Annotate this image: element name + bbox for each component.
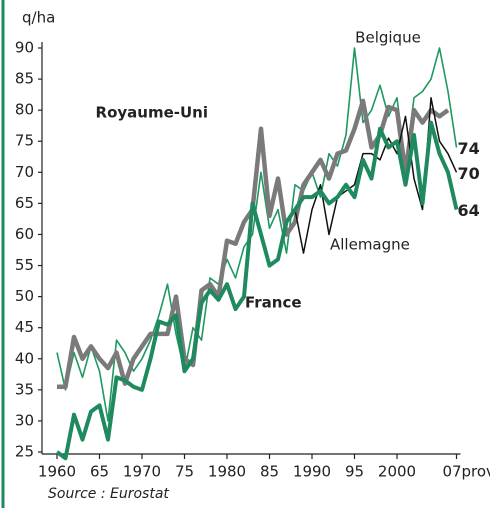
y-tick-label: 85 — [15, 70, 34, 88]
x-tick-label: 1970 — [123, 463, 161, 481]
series-line — [294, 96, 458, 254]
x-tick-label: 1960 — [38, 463, 76, 481]
y-tick-label: 60 — [15, 225, 34, 243]
y-tick-label: 35 — [15, 380, 34, 398]
series-line — [55, 120, 459, 461]
x-tick-label: 65 — [90, 463, 109, 481]
y-tick-label: 80 — [15, 101, 34, 119]
end-value-label: 64 — [458, 201, 480, 220]
y-tick-label: 75 — [15, 132, 34, 150]
series-label: Royaume-Uni — [96, 104, 208, 122]
x-tick-label: 75 — [175, 463, 194, 481]
source: Source : Eurostat — [48, 486, 169, 502]
y-tick-label: 65 — [15, 194, 34, 212]
y-tick-label: 25 — [15, 443, 34, 461]
y-tick-label: 45 — [15, 318, 34, 336]
y-tick-label: 55 — [15, 256, 34, 274]
x-tick-label: 1990 — [293, 463, 331, 481]
x-tick-label: 85 — [260, 463, 279, 481]
x-tick-label: 07prov. — [442, 463, 490, 481]
y-tick-label: 50 — [15, 287, 34, 305]
series-line — [56, 47, 458, 422]
series-label: France — [245, 294, 302, 312]
series-label: Belgique — [355, 29, 421, 47]
x-tick-label: 95 — [345, 463, 364, 481]
x-tick-label: 2000 — [378, 463, 416, 481]
series-label: Allemagne — [330, 236, 410, 254]
end-value-label: 74 — [458, 139, 480, 158]
y-tick-label: 30 — [15, 411, 34, 429]
y-tick-label: 70 — [15, 163, 34, 181]
end-value-label: 70 — [458, 164, 480, 183]
y-tick-label: 40 — [15, 349, 34, 367]
x-tick-label: 1980 — [208, 463, 246, 481]
y-axis-label: q/ha — [22, 9, 55, 27]
y-tick-label: 90 — [15, 39, 34, 57]
